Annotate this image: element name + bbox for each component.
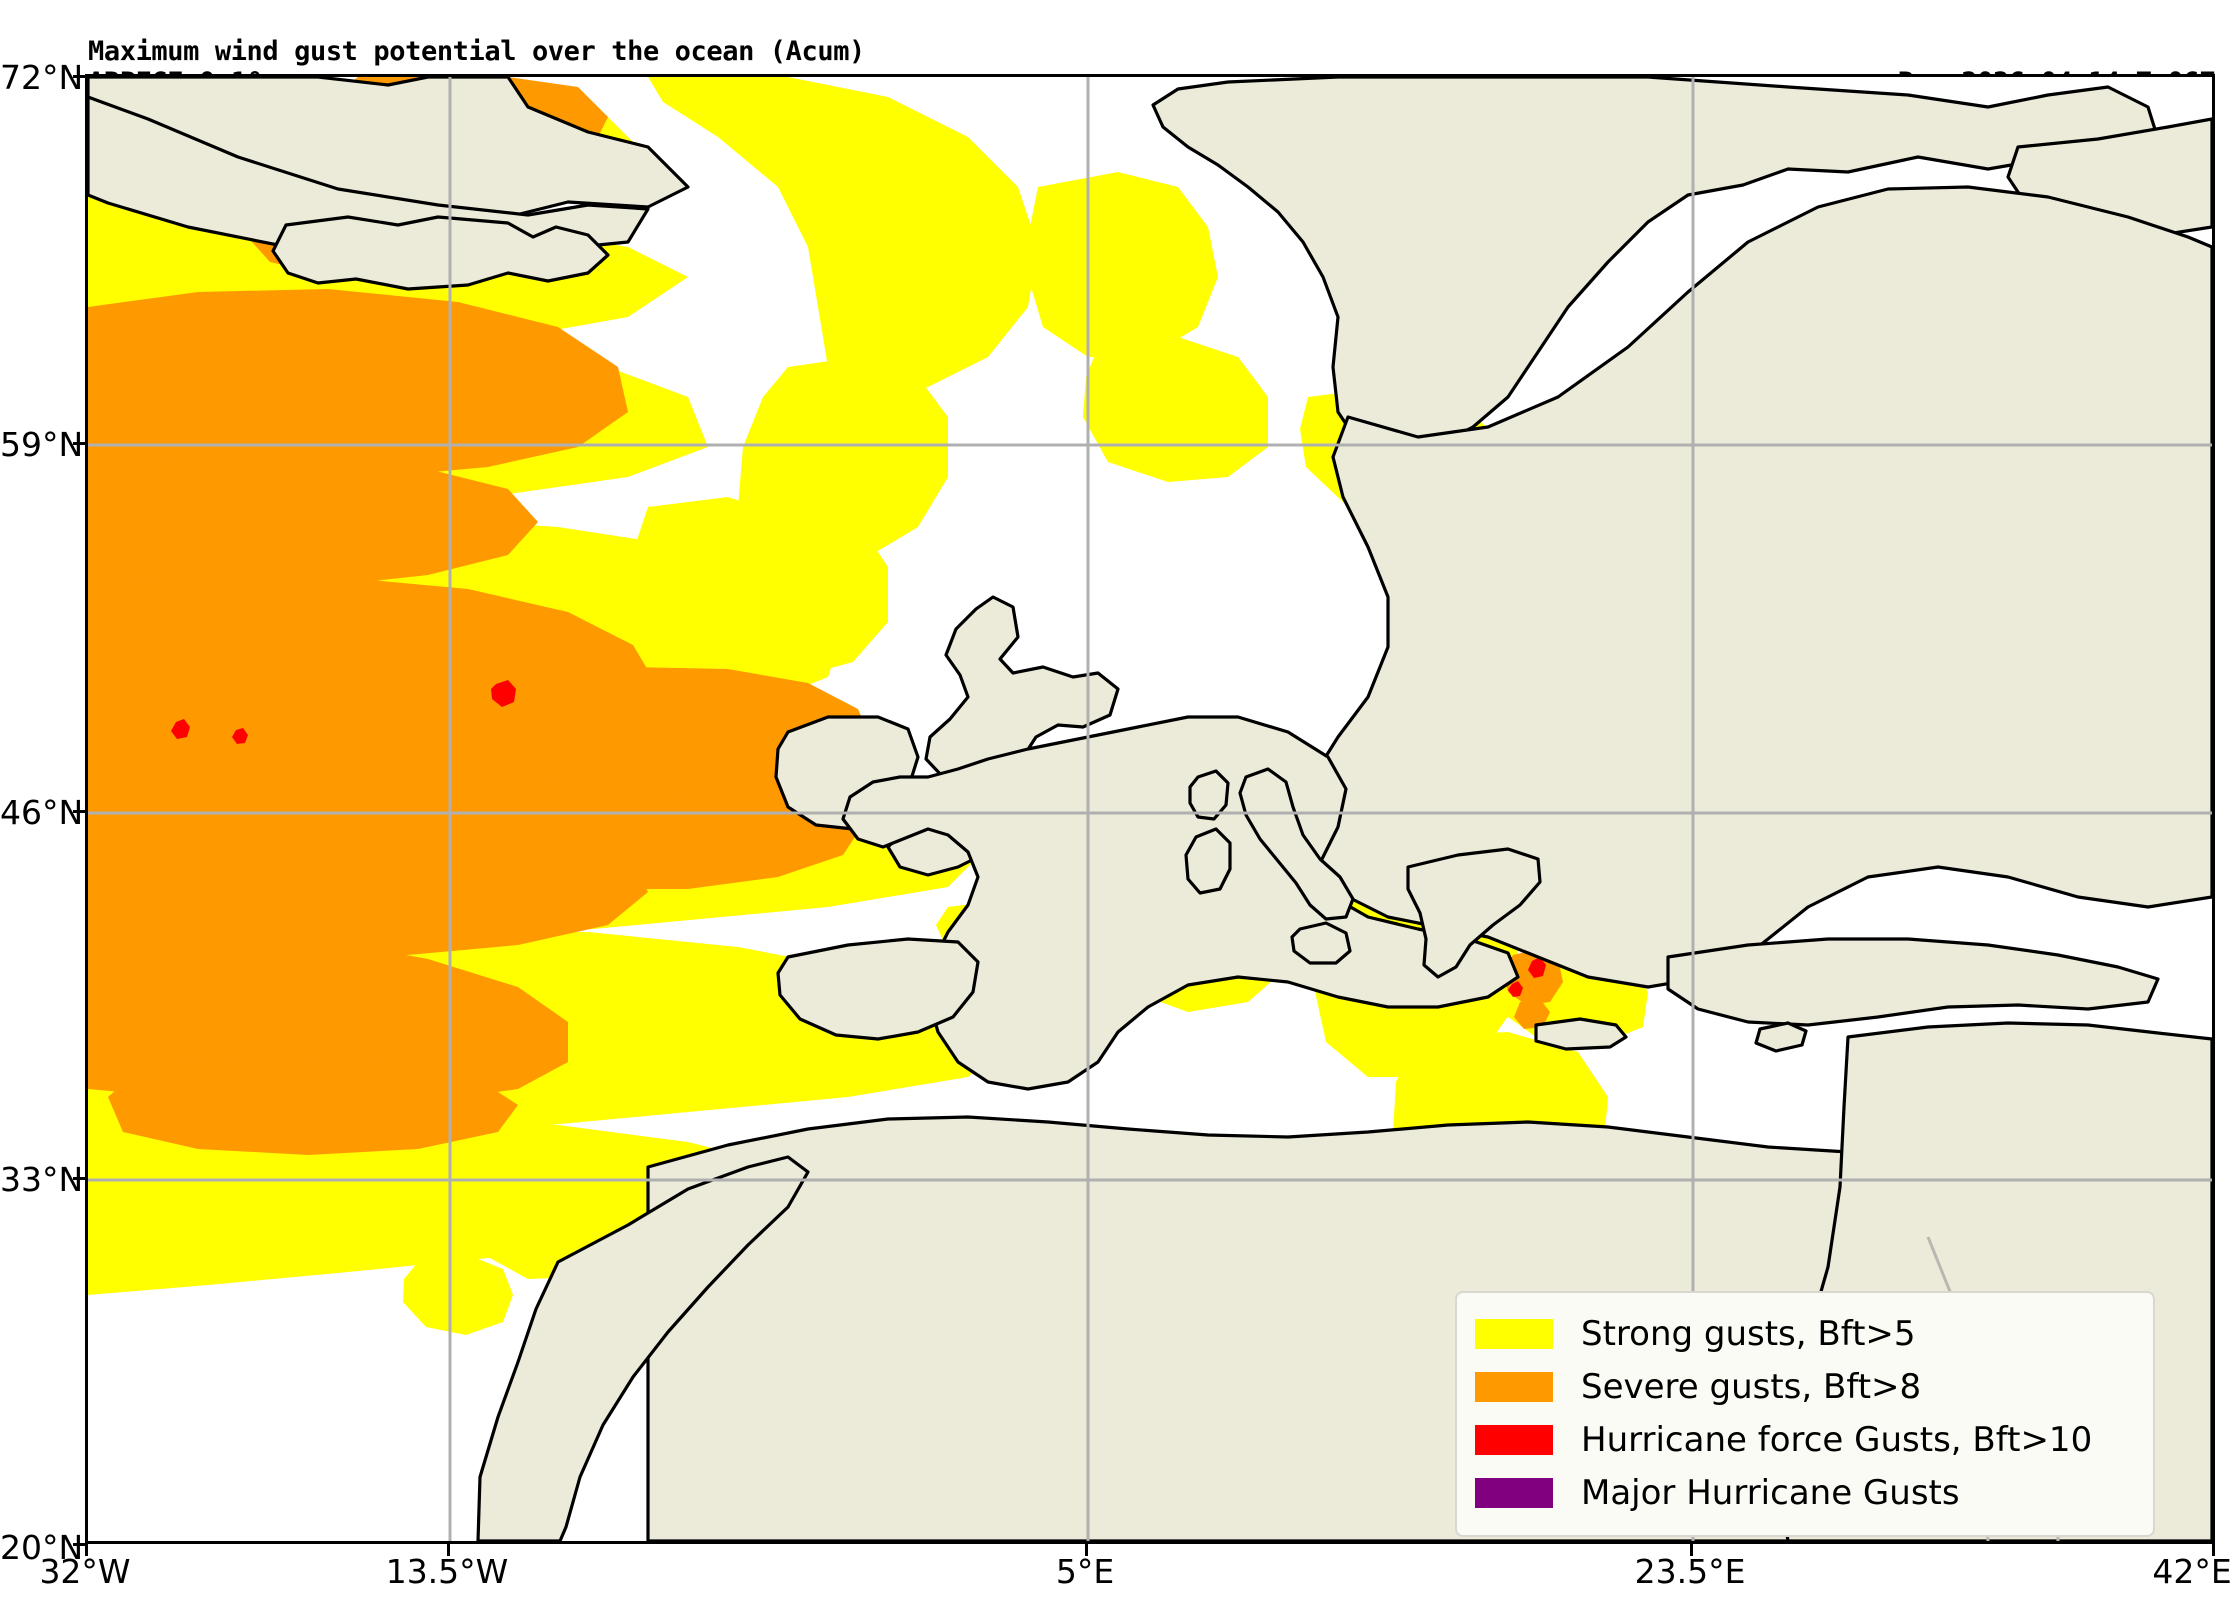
header-line-2: ARPEGE 0.1º +21 hours Forecast: Wednesda… (0, 36, 2233, 160)
land-sardinia (1184, 827, 1232, 895)
border-line-5 (1926, 1236, 1955, 1300)
land-greenland-south (88, 95, 650, 259)
land-crete (1534, 1017, 1628, 1051)
x-tickmark-23p5e (1690, 1544, 1693, 1556)
land-eastern-europe-russia (1301, 185, 2212, 989)
y-tick-label-20n: 20°N (0, 1528, 84, 1567)
legend-label-severe: Severe gusts, Bft>8 (1581, 1366, 1922, 1407)
land-iberia (776, 937, 980, 1041)
x-tick-label-23p5e: 23.5°E (1634, 1552, 1746, 1591)
y-tick-label-33n: 33°N (0, 1160, 84, 1199)
y-tickmark-59n (73, 442, 85, 445)
land-sicily (1290, 921, 1352, 965)
y-tickmark-72n (73, 75, 85, 78)
legend-item-severe: Severe gusts, Bft>8 (1475, 1360, 2135, 1413)
legend-swatch-severe (1475, 1371, 1553, 1402)
land-cyprus (1754, 1021, 1808, 1053)
x-tick-label-13p5w: 13.5°W (385, 1552, 509, 1591)
land-greece (1406, 847, 1542, 979)
y-tick-label-59n: 59°N (0, 425, 84, 464)
map-canvas (88, 77, 2212, 1541)
x-tickmark-13p5w (447, 1544, 450, 1556)
figure-header: Maximum wind gust potential over the oce… (0, 0, 2233, 160)
land-anatolia (1666, 937, 2160, 1027)
header-line-1: Maximum wind gust potential over the oce… (0, 5, 2233, 98)
y-tickmark-20n (73, 1543, 85, 1546)
x-tickmark-5e (1085, 1544, 1088, 1556)
legend-item-major: Major Hurricane Gusts (1475, 1466, 2135, 1519)
land-italy (1238, 767, 1355, 921)
y-tick-label-46n: 46°N (0, 793, 84, 832)
land-iceland (271, 215, 610, 291)
x-tickmark-42e (2212, 1544, 2215, 1556)
map-svg (88, 77, 2212, 1541)
map-title: Maximum wind gust potential over the oce… (88, 36, 865, 67)
legend-swatch-hurricane (1475, 1424, 1553, 1455)
legend-label-hurricane: Hurricane force Gusts, Bft>10 (1581, 1419, 2093, 1460)
land-layer (88, 77, 2212, 1541)
legend-swatch-strong (1475, 1318, 1553, 1349)
y-tickmark-33n (73, 1177, 85, 1180)
y-tickmark-46n (73, 810, 85, 813)
gust-layer-severe (88, 77, 2212, 1155)
map-plot-area[interactable]: Strong gusts, Bft>5 Severe gusts, Bft>8 … (85, 74, 2215, 1544)
land-scandinavia (1151, 77, 2160, 459)
x-tick-label-32w: 32°W (39, 1552, 131, 1591)
legend-item-strong: Strong gusts, Bft>5 (1475, 1307, 2135, 1360)
x-tickmark-32w (85, 1544, 88, 1556)
legend-label-major: Major Hurricane Gusts (1581, 1472, 1960, 1513)
legend-item-hurricane: Hurricane force Gusts, Bft>10 (1475, 1413, 2135, 1466)
legend-label-strong: Strong gusts, Bft>5 (1581, 1313, 1916, 1354)
map-legend: Strong gusts, Bft>5 Severe gusts, Bft>8 … (1455, 1291, 2155, 1537)
land-west-africa (476, 1155, 810, 1541)
x-tick-label-5e: 5°E (1055, 1552, 1115, 1591)
land-corsica (1188, 769, 1230, 821)
legend-swatch-major (1475, 1477, 1553, 1508)
x-tick-label-42e: 42°E (2152, 1552, 2232, 1591)
y-tick-label-72n: 72°N (0, 58, 84, 97)
